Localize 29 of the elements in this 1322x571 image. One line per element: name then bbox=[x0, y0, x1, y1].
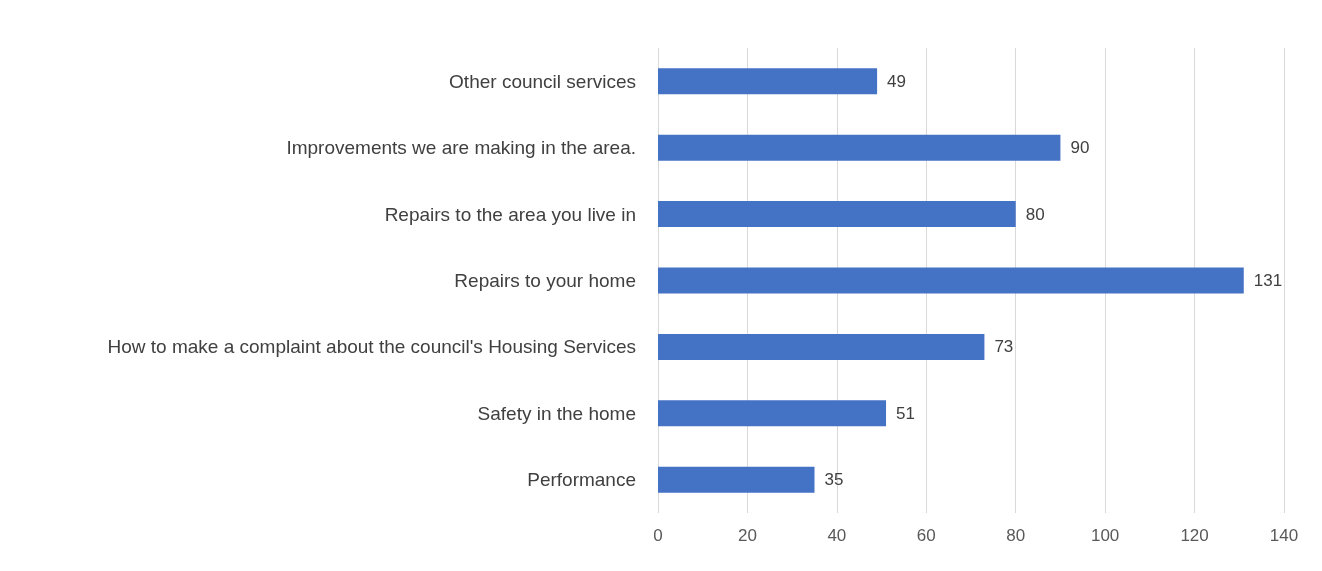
data-label: 49 bbox=[887, 71, 907, 91]
y-tick-label: How to make a complaint about the council's Housing Services bbox=[107, 336, 636, 358]
x-tick-label: 100 bbox=[1090, 526, 1120, 545]
y-tick-label: Performance bbox=[527, 469, 636, 491]
bar bbox=[658, 333, 985, 360]
y-tick-label: Improvements we are making in the area. bbox=[286, 137, 636, 159]
y-tick-label: Safety in the home bbox=[477, 402, 636, 424]
data-label: 35 bbox=[824, 470, 844, 490]
x-tick-label: 140 bbox=[1269, 526, 1299, 545]
bar bbox=[658, 466, 815, 493]
y-tick-label: Other council services bbox=[449, 70, 636, 92]
x-tick-label: 80 bbox=[1006, 526, 1026, 545]
x-tick-label: 60 bbox=[916, 526, 936, 545]
x-tick-label: 20 bbox=[737, 526, 757, 545]
data-label: 80 bbox=[1025, 204, 1045, 224]
x-tick-label: 0 bbox=[653, 526, 663, 545]
data-label: 73 bbox=[994, 337, 1014, 357]
bar bbox=[658, 267, 1244, 294]
bar bbox=[658, 134, 1061, 161]
data-label: 131 bbox=[1253, 271, 1283, 290]
bar bbox=[658, 201, 1016, 228]
data-label: 51 bbox=[896, 403, 915, 423]
x-tick-label: 120 bbox=[1180, 526, 1209, 545]
bar bbox=[658, 68, 878, 95]
bar bbox=[658, 400, 887, 427]
y-tick-label: Repairs to the area you live in bbox=[384, 203, 636, 225]
x-tick-label: 40 bbox=[827, 526, 847, 545]
data-label: 90 bbox=[1070, 138, 1090, 158]
y-tick-label: Repairs to your home bbox=[454, 270, 636, 291]
